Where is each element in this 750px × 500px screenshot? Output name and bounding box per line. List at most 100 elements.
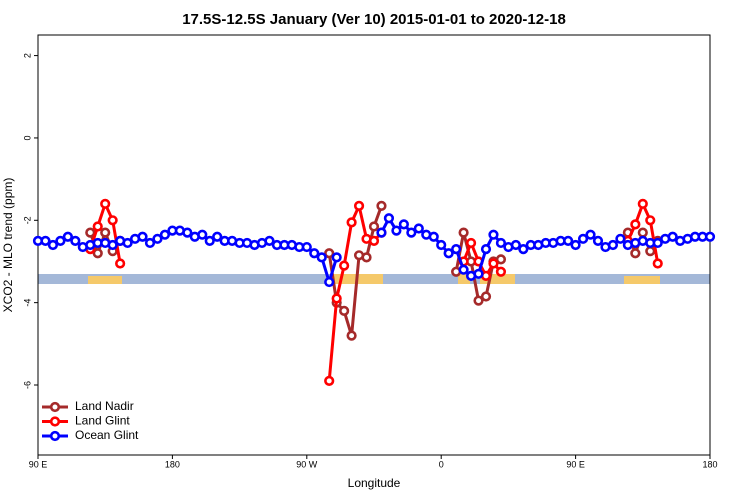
data-point [137, 231, 148, 242]
data-point [652, 258, 663, 269]
data-point [353, 200, 365, 211]
data-point [473, 268, 484, 279]
data-point [368, 235, 380, 246]
data-point [40, 235, 51, 246]
legend-marker [49, 401, 61, 413]
data-point [570, 239, 581, 251]
data-point [637, 198, 648, 209]
data-point [212, 231, 223, 242]
legend-label: Land Nadir [75, 399, 134, 413]
legend-marker [49, 416, 61, 427]
data-point [630, 219, 641, 230]
land-band [480, 274, 515, 284]
data-point [585, 229, 596, 240]
data-point [480, 244, 492, 255]
data-point [667, 231, 678, 242]
data-point [704, 231, 716, 242]
data-point [607, 239, 619, 251]
data-point [488, 229, 499, 240]
data-point [465, 237, 477, 249]
y-axis-label: XCO2 - MLO trend (ppm) [1, 178, 15, 313]
data-point [301, 241, 312, 253]
data-point [182, 227, 193, 238]
data-point [107, 215, 118, 226]
data-point [436, 239, 447, 251]
data-point [398, 219, 409, 230]
data-point [458, 227, 469, 238]
y-tick-label: -6 [22, 381, 32, 389]
land-band [458, 274, 470, 284]
data-point [70, 235, 81, 246]
data-point [122, 237, 133, 249]
data-point [652, 237, 663, 249]
data-point [413, 223, 424, 234]
data-point [495, 254, 507, 265]
x-tick-label: 90 W [296, 459, 318, 469]
data-point [197, 229, 208, 240]
data-point [458, 264, 469, 275]
data-point [368, 221, 380, 232]
data-point [473, 295, 484, 306]
data-point [100, 227, 111, 238]
data-point [159, 229, 171, 240]
data-point [428, 231, 439, 242]
data-point [92, 248, 103, 259]
data-point [115, 258, 126, 269]
x-tick-label: 90 E [566, 459, 585, 469]
data-point [376, 200, 387, 211]
data-point [383, 213, 395, 224]
data-point [361, 252, 372, 263]
x-axis-label: Longitude [348, 476, 401, 490]
data-point [152, 233, 163, 244]
data-point [488, 258, 499, 269]
data-point [316, 252, 327, 263]
data-point [331, 293, 342, 304]
data-point [518, 244, 529, 255]
x-tick-label: 90 E [29, 459, 48, 469]
data-point [92, 221, 103, 232]
data-point [331, 252, 342, 263]
data-point [339, 305, 350, 316]
legend-label: Ocean Glint [75, 428, 139, 442]
data-point [495, 266, 507, 277]
data-point [592, 235, 604, 246]
data-point [615, 233, 626, 244]
data-point [55, 235, 66, 246]
data-point [637, 227, 648, 238]
data-point [495, 237, 507, 249]
data-point [144, 237, 156, 249]
legend-marker [49, 430, 61, 442]
data-point [391, 225, 402, 236]
x-tick-label: 0 [439, 459, 444, 469]
data-point [47, 239, 59, 251]
land-band [88, 276, 122, 284]
data-point [100, 198, 111, 209]
data-point [264, 235, 275, 246]
data-point [480, 291, 492, 302]
data-point [451, 244, 462, 255]
data-point [563, 235, 574, 246]
x-tick-label: 180 [165, 459, 180, 469]
y-tick-label: -4 [22, 299, 32, 307]
data-point [85, 227, 96, 238]
data-point [204, 235, 215, 246]
data-point [376, 227, 387, 238]
x-tick-label: 180 [702, 459, 717, 469]
data-point [324, 248, 335, 259]
data-point [630, 248, 641, 259]
data-point [443, 248, 454, 259]
data-point [510, 239, 521, 251]
data-point [324, 276, 335, 288]
y-tick-label: 0 [22, 135, 32, 140]
chart-title: 17.5S-12.5S January (Ver 10) 2015-01-01 … [182, 11, 566, 28]
land-band [624, 276, 660, 284]
y-tick-label: -2 [22, 216, 32, 224]
data-point [645, 215, 656, 226]
legend-label: Land Glint [75, 414, 130, 428]
data-point [346, 330, 357, 341]
data-point [406, 227, 417, 238]
data-point [577, 233, 589, 244]
data-point [339, 260, 350, 271]
